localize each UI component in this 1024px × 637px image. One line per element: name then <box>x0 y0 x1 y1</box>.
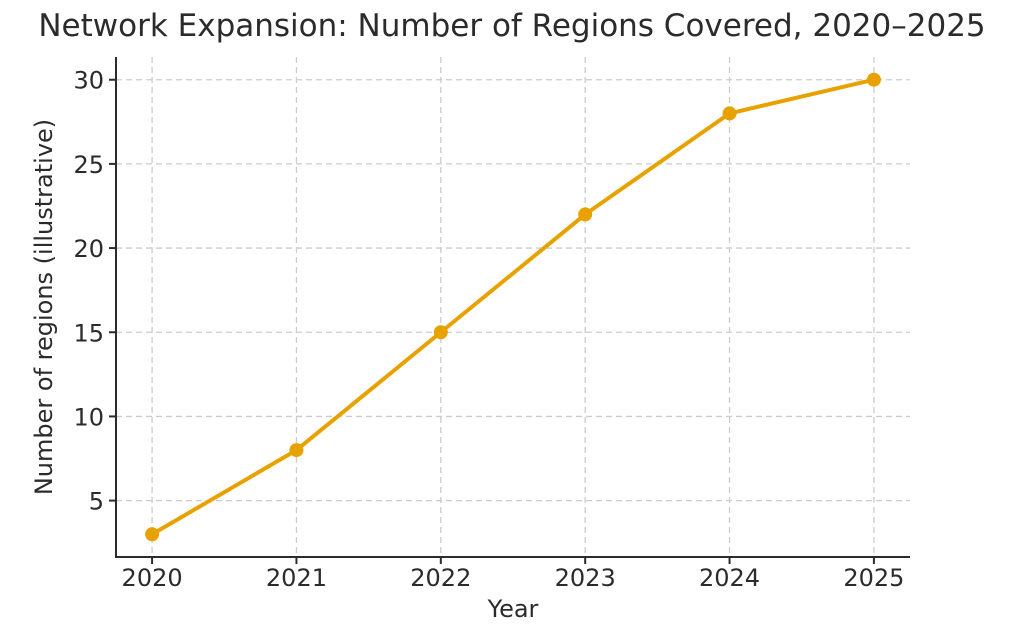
data-point <box>145 527 160 542</box>
y-tick-label: 5 <box>89 488 104 516</box>
x-axis-label: Year <box>487 595 539 623</box>
data-point <box>433 325 448 340</box>
x-tick-label: 2025 <box>843 564 904 592</box>
data-line <box>150 77 876 537</box>
y-tick-label: 25 <box>73 151 104 179</box>
y-tick-label: 15 <box>73 319 104 347</box>
data-point <box>289 443 304 458</box>
x-tick-label: 2023 <box>555 564 616 592</box>
chart-title: Network Expansion: Number of Regions Cov… <box>38 8 986 44</box>
data-point <box>578 207 593 222</box>
x-tick-label: 2024 <box>699 564 760 592</box>
data-point <box>722 106 737 121</box>
x-tick-label: 2021 <box>266 564 327 592</box>
y-tick-label: 20 <box>73 235 104 263</box>
x-tick-label: 2022 <box>410 564 471 592</box>
y-tick-label: 30 <box>73 67 104 95</box>
y-tick-label: 10 <box>73 403 104 431</box>
data-point <box>866 72 881 87</box>
x-tick-label: 2020 <box>122 564 183 592</box>
